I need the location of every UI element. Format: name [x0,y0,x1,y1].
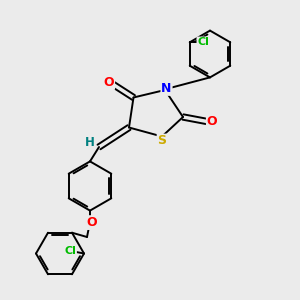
Text: N: N [161,82,172,95]
Text: H: H [85,136,95,149]
Text: O: O [207,115,218,128]
Text: Cl: Cl [197,37,209,47]
Text: O: O [86,216,97,229]
Text: O: O [103,76,114,89]
Text: Cl: Cl [64,246,76,256]
Text: S: S [158,134,166,148]
